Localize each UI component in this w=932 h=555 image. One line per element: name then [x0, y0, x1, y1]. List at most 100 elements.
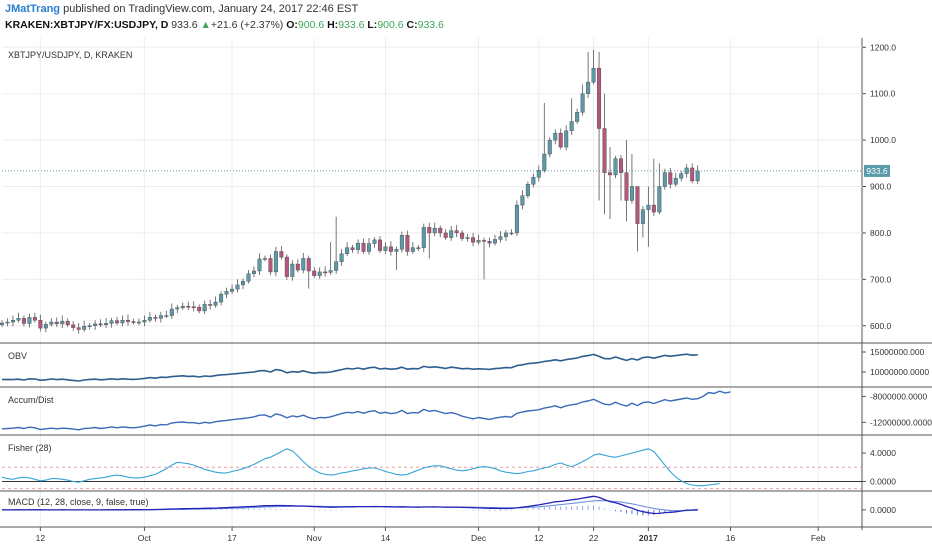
candle-body	[301, 258, 306, 271]
main-pane-title: XBTJPY/USDJPY, D, KRAKEN	[8, 50, 132, 60]
candle-body	[10, 319, 15, 323]
candle-body	[558, 132, 563, 148]
publish-header: JMatTrang published on TradingView.com, …	[5, 3, 358, 15]
candle-body	[690, 167, 695, 182]
candle-body	[427, 227, 432, 234]
candle-body	[345, 247, 350, 255]
candle-body	[208, 304, 213, 306]
candle-body	[619, 158, 623, 173]
candle-body	[21, 318, 26, 324]
candle-body	[38, 319, 43, 329]
candle-body	[87, 325, 92, 327]
time-axis-label: Feb	[811, 533, 826, 543]
candle-body	[449, 230, 454, 238]
candle-body	[613, 158, 618, 176]
candle-body	[142, 319, 147, 323]
time-axis-label: Dec	[471, 533, 487, 543]
candle-body	[175, 307, 180, 310]
indicator-axis-label: 0.0000	[870, 476, 896, 486]
candle-body	[32, 317, 37, 321]
candle-body	[295, 263, 300, 271]
candle-body	[312, 270, 317, 276]
indicator-axis-label: 10000000.0000	[870, 367, 929, 377]
indicator-axis-label: 4.0000	[870, 448, 896, 458]
accum-dist-line	[1, 390, 731, 431]
candle-body	[262, 258, 267, 260]
candle-body	[651, 204, 656, 213]
candle-body	[65, 320, 70, 326]
close-value: 933.6	[417, 19, 444, 31]
candle-body	[273, 251, 278, 273]
last-price-tag	[864, 164, 890, 177]
obv-pane-title: OBV	[8, 351, 27, 361]
candle-body	[503, 232, 508, 237]
candle-body	[629, 186, 634, 201]
candle-body	[334, 261, 339, 271]
candle-body	[679, 173, 684, 179]
candle-body	[399, 235, 404, 250]
time-axis-label: 14	[381, 533, 391, 543]
candle-body	[482, 240, 487, 242]
candle-body	[471, 237, 476, 243]
candle-body	[164, 315, 169, 317]
candle-body	[328, 270, 333, 273]
candle-body	[361, 242, 366, 252]
time-axis-label: 22	[589, 533, 599, 543]
candle-body	[525, 183, 530, 197]
time-axis-label: 12	[36, 533, 46, 543]
candle-body	[416, 247, 421, 249]
indicator-axis-label: -12000000.0000	[870, 417, 932, 427]
indicator-axis-label: -8000000.0000	[870, 391, 927, 401]
candle-body	[575, 112, 580, 122]
candle-body	[640, 209, 645, 224]
candle-body	[460, 232, 465, 239]
candle-body	[597, 67, 602, 129]
macd-pane-title: MACD (12, 28, close, 9, false, true)	[8, 497, 149, 507]
candle-body	[268, 258, 273, 273]
candle-body	[438, 228, 443, 234]
price-axis-label: 700.0	[870, 274, 892, 284]
candle-body	[498, 236, 503, 240]
candle-body	[580, 93, 585, 113]
candle-body	[514, 204, 519, 234]
macd-line	[1, 495, 698, 515]
last-price: 933.6	[171, 19, 198, 31]
candle-body	[241, 281, 245, 286]
candle-body	[476, 240, 481, 243]
price-axis-label: 1200.0	[870, 42, 896, 52]
candle-body	[126, 319, 130, 322]
candle-body	[115, 320, 120, 324]
candle-body	[443, 232, 448, 238]
candle-body	[54, 321, 59, 325]
candle-body	[60, 320, 65, 325]
candle-body	[465, 237, 470, 239]
low-value: 900.6	[377, 19, 404, 31]
price-axis-label: 600.0	[870, 321, 892, 331]
candle-body	[224, 291, 229, 295]
candle-body	[553, 132, 558, 141]
close-label: C:	[406, 19, 418, 31]
candle-body	[372, 239, 377, 244]
time-axis-label: 16	[726, 533, 736, 543]
candle-body	[591, 67, 596, 83]
candle-body	[602, 128, 607, 173]
fisher-pane-title: Fisher (28)	[8, 443, 52, 453]
open-value: 900.6	[297, 19, 325, 31]
candle-body	[317, 271, 322, 276]
time-axis-label: Oct	[138, 533, 152, 543]
candle-body	[93, 323, 98, 326]
candle-body	[668, 172, 673, 185]
candle-body	[454, 230, 459, 234]
candle-body	[109, 320, 114, 324]
symbol-line[interactable]: KRAKEN:XBTJPY/FX:USDJPY, D	[5, 19, 169, 31]
candle-body	[487, 241, 492, 244]
author-link[interactable]: JMatTrang	[5, 3, 61, 15]
candle-body	[350, 247, 355, 250]
candle-body	[339, 253, 344, 262]
candle-body	[186, 306, 191, 308]
indicator-axis-label: 15000000.000	[870, 347, 925, 357]
high-value: 933.6	[338, 19, 365, 31]
candle-body	[383, 246, 388, 251]
